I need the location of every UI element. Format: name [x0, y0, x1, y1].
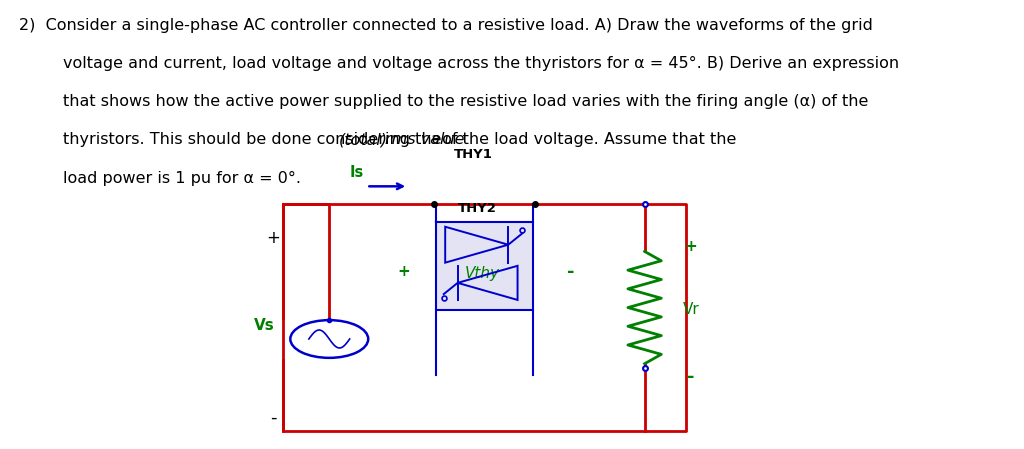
Text: -: - [687, 368, 694, 386]
Text: 2)  Consider a single-phase AC controller connected to a resistive load. A) Draw: 2) Consider a single-phase AC controller… [18, 18, 872, 33]
Text: voltage and current, load voltage and voltage across the thyristors for α = 45°.: voltage and current, load voltage and vo… [63, 56, 899, 71]
Text: +: + [266, 229, 281, 247]
Text: -: - [270, 409, 276, 427]
Text: thyristors. This should be done considering the: thyristors. This should be done consider… [63, 132, 446, 147]
Bar [436, 222, 534, 310]
Text: -: - [566, 263, 574, 281]
Text: of the load voltage. Assume that the: of the load voltage. Assume that the [437, 132, 736, 147]
Text: THY2: THY2 [458, 202, 497, 215]
Text: Vr: Vr [683, 302, 699, 317]
Text: +: + [685, 239, 697, 255]
Text: +: + [397, 264, 410, 279]
Text: rms value: rms value [385, 132, 465, 147]
Text: (total): (total) [339, 132, 388, 147]
Text: Is: Is [350, 165, 365, 180]
Text: that shows how the active power supplied to the resistive load varies with the f: that shows how the active power supplied… [63, 94, 868, 109]
Text: THY1: THY1 [454, 149, 493, 161]
Text: Vs: Vs [254, 318, 274, 333]
Text: load power is 1 pu for α = 0°.: load power is 1 pu for α = 0°. [63, 171, 301, 185]
Text: Vthy: Vthy [465, 266, 500, 282]
